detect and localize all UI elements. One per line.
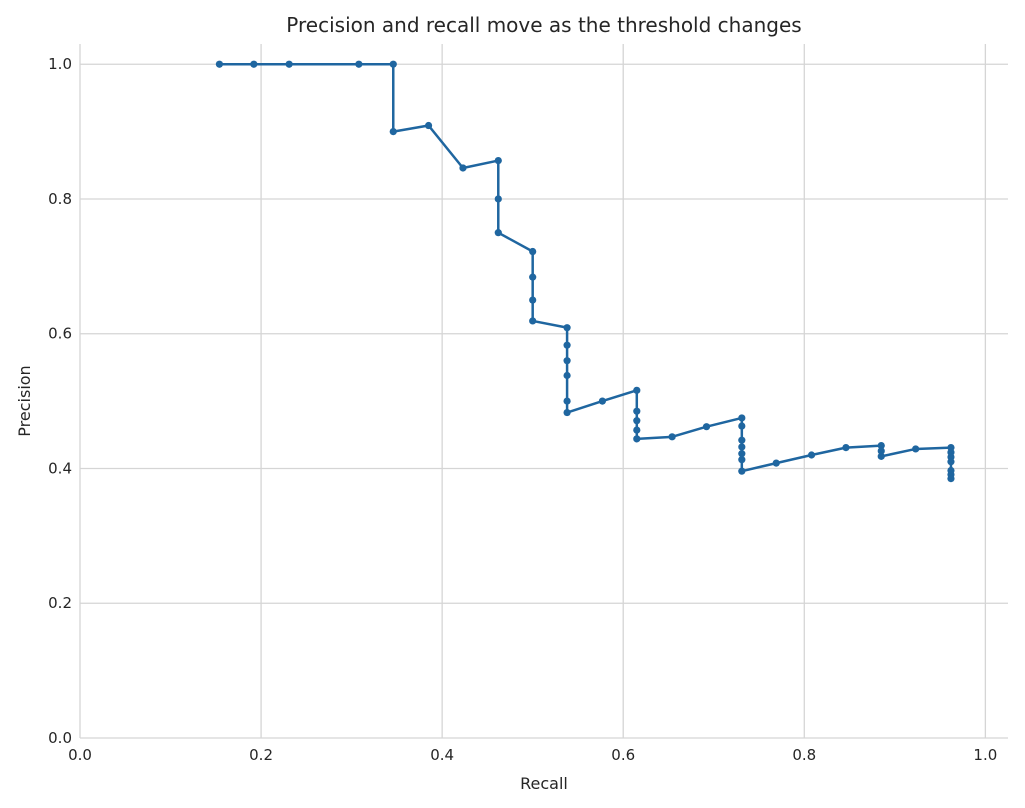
data-point [563,371,571,380]
data-point [738,443,746,451]
data-point [877,447,885,455]
data-point [668,433,676,441]
series-layer [215,60,955,483]
data-point [633,435,641,443]
data-point [947,474,955,483]
data-point [563,324,571,332]
x-tick-label: 1.0 [973,746,997,764]
data-point [947,458,955,466]
x-tick-label: 0.6 [611,746,635,764]
y-tick-label: 1.0 [48,55,72,73]
x-tick-label: 0.4 [430,746,454,764]
data-point [563,397,571,405]
data-point [807,451,816,459]
data-point [529,247,537,256]
y-tick-label: 0.8 [48,190,72,208]
data-point [772,459,780,467]
data-point [459,164,467,172]
data-point [563,341,571,349]
data-point [529,317,537,325]
x-axis-label: Recall [520,774,568,793]
data-point [738,467,746,475]
y-axis-label: Precision [15,365,34,436]
data-point [494,156,502,165]
tick-labels: 0.0 0.2 0.4 0.6 0.8 1.0 0.0 0.2 0.4 0.6 0.8 1.0 [48,55,997,764]
data-point [598,397,606,405]
data-point [877,441,885,450]
data-point [494,229,502,237]
data-point [250,60,258,68]
x-tick-label: 0.0 [68,746,92,764]
data-point [633,417,641,425]
data-point [912,445,920,453]
data-point [738,436,746,444]
y-tick-label: 0.4 [48,459,72,477]
data-point [563,408,571,417]
data-point [355,60,363,68]
y-tick-label: 0.0 [48,729,72,747]
data-point [738,456,746,464]
data-point [389,60,397,68]
data-point [738,450,746,458]
data-point [633,407,641,415]
chart-title: Precision and recall move as the thresho… [286,13,801,37]
data-point [215,60,224,68]
data-point [842,443,850,452]
data-point [633,386,641,394]
data-point [494,195,502,203]
data-point [529,273,537,281]
data-point [424,121,433,130]
data-point [738,422,746,430]
data-point [702,423,711,431]
y-tick-label: 0.2 [48,594,72,612]
data-point [389,127,397,136]
data-point [633,426,641,434]
x-tick-label: 0.8 [792,746,816,764]
data-point [529,296,537,304]
data-point [738,414,746,422]
data-point [285,60,293,68]
y-tick-label: 0.6 [48,325,72,343]
data-point [877,452,885,460]
x-tick-label: 0.2 [249,746,273,764]
data-point [563,357,571,365]
